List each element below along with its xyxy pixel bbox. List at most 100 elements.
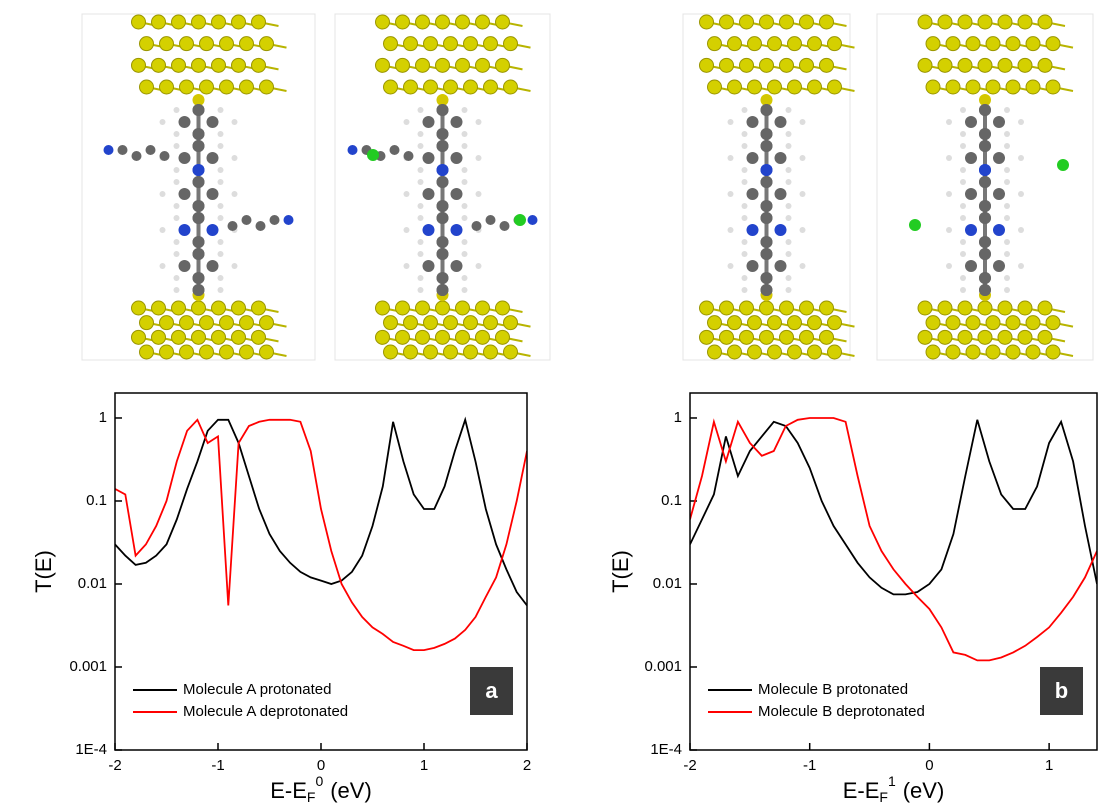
hydrogen	[742, 251, 748, 257]
panel-label: b	[1055, 678, 1068, 703]
gold-atom	[1046, 316, 1060, 330]
carbon	[965, 188, 977, 200]
gold-atom	[152, 301, 166, 315]
hydrogen	[174, 131, 180, 137]
gold-atom	[404, 316, 418, 330]
series-line	[690, 418, 1097, 660]
gold-atom	[496, 15, 510, 29]
hydrogen	[800, 227, 806, 233]
hydrogen	[786, 239, 792, 245]
hydrogen	[800, 191, 806, 197]
hydrogen	[218, 275, 224, 281]
gold-atom	[828, 80, 842, 94]
gold-atom	[140, 80, 154, 94]
hydrogen	[462, 239, 468, 245]
gold-atom	[828, 37, 842, 51]
carbon	[437, 248, 449, 260]
gold-atom	[1046, 80, 1060, 94]
gold-atom	[1006, 316, 1020, 330]
y-tick-label: 0.1	[86, 492, 107, 509]
gold-atom	[192, 58, 206, 72]
gold-atom	[416, 301, 430, 315]
hydrogen	[960, 287, 966, 293]
gold-atom	[958, 58, 972, 72]
gold-atom	[1006, 37, 1020, 51]
gold-atom	[800, 301, 814, 315]
hydrogen	[960, 179, 966, 185]
gold-atom	[700, 58, 714, 72]
gold-atom	[396, 301, 410, 315]
gold-atom	[496, 330, 510, 344]
gold-atom	[1038, 58, 1052, 72]
gold-atom	[232, 330, 246, 344]
gold-atom	[800, 15, 814, 29]
carbon	[193, 104, 205, 116]
carbon	[761, 140, 773, 152]
gold-atom	[768, 37, 782, 51]
gold-atom	[504, 345, 518, 359]
gold-atom	[820, 301, 834, 315]
gold-atom	[720, 15, 734, 29]
carbon	[437, 200, 449, 212]
gold-atom	[1026, 37, 1040, 51]
hydrogen	[1004, 203, 1010, 209]
hydrogen	[786, 287, 792, 293]
y-tick-label: 0.001	[69, 658, 107, 675]
gold-atom	[978, 330, 992, 344]
gold-atom	[444, 316, 458, 330]
carbon	[979, 248, 991, 260]
gold-atom	[780, 58, 794, 72]
x-axis-title-sup: 1	[888, 773, 896, 789]
carbon	[451, 224, 463, 236]
gold-atom	[966, 345, 980, 359]
gold-atom	[396, 58, 410, 72]
gold-atom	[728, 80, 742, 94]
carbon	[437, 104, 449, 116]
gold-atom	[200, 37, 214, 51]
carbon	[423, 224, 435, 236]
gold-atom	[200, 80, 214, 94]
gold-atom	[780, 330, 794, 344]
gold-atom	[200, 316, 214, 330]
gold-atom	[240, 316, 254, 330]
carbon	[993, 152, 1005, 164]
gold-atom	[926, 80, 940, 94]
gold-atom	[180, 345, 194, 359]
carbon	[761, 212, 773, 224]
hydrogen	[174, 179, 180, 185]
carbon	[486, 215, 496, 225]
carbon	[965, 260, 977, 272]
legend-label: Molecule A deprotonated	[183, 703, 348, 720]
gold-atom	[436, 301, 450, 315]
gold-atom	[252, 15, 266, 29]
gold-atom	[424, 37, 438, 51]
carbon	[207, 152, 219, 164]
carbon	[747, 188, 759, 200]
gold-atom	[424, 345, 438, 359]
hydrogen	[786, 251, 792, 257]
carbon	[193, 200, 205, 212]
gold-atom	[504, 80, 518, 94]
hydrogen	[218, 203, 224, 209]
hydrogen	[1004, 143, 1010, 149]
gold-atom	[966, 316, 980, 330]
ion	[1057, 159, 1069, 171]
hydrogen	[728, 263, 734, 269]
hydrogen	[404, 227, 410, 233]
carbon	[761, 176, 773, 188]
carbon	[761, 164, 773, 176]
hydrogen	[1004, 275, 1010, 281]
gold-atom	[748, 345, 762, 359]
hydrogen	[786, 131, 792, 137]
gold-atom	[504, 316, 518, 330]
hydrogen	[418, 179, 424, 185]
gold-atom	[396, 330, 410, 344]
hydrogen	[742, 215, 748, 221]
gold-atom	[760, 58, 774, 72]
gold-atom	[938, 58, 952, 72]
gold-atom	[172, 15, 186, 29]
carbon	[775, 188, 787, 200]
gold-atom	[978, 15, 992, 29]
gold-atom	[1046, 37, 1060, 51]
legend-label: Molecule B protonated	[758, 681, 908, 698]
